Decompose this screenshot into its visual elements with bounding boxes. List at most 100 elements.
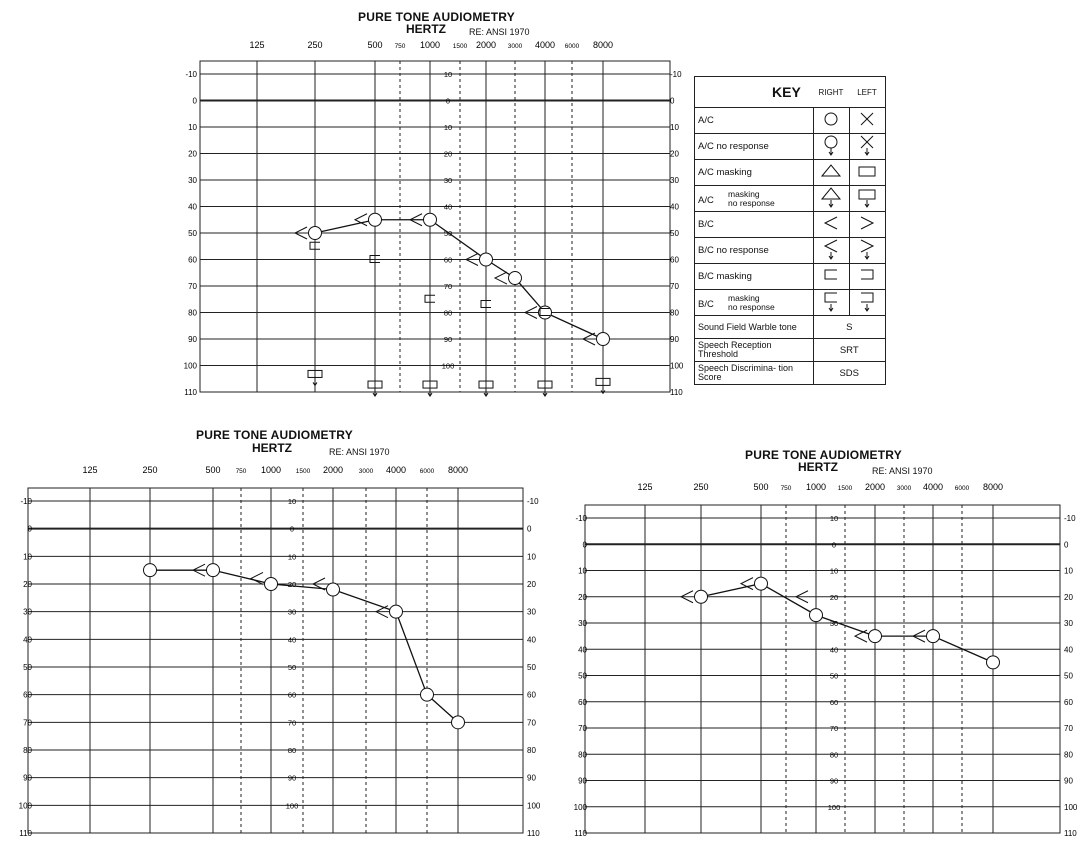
less-than-marker <box>293 226 308 240</box>
circle-icon <box>824 112 838 126</box>
db-tick-label-right: -10 <box>527 497 539 506</box>
data-point-less-than <box>493 271 508 285</box>
data-point-less-than <box>353 213 368 227</box>
circle-marker <box>206 563 220 578</box>
circle-marker <box>308 226 322 240</box>
freq-tick-label: 4000 <box>386 465 406 475</box>
db-tick-label-left: 90 <box>578 777 587 786</box>
freq-tick-label: 250 <box>307 40 322 50</box>
triangle-arrow-icon <box>820 187 842 208</box>
arrow-head <box>828 203 834 208</box>
square-icon <box>848 159 885 186</box>
freq-tick-label: 750 <box>236 468 247 475</box>
data-point-circle <box>694 589 708 604</box>
freq-tick-label: 6000 <box>420 468 435 475</box>
db-tick-label-left: 30 <box>23 608 32 617</box>
less-than-marker <box>249 572 264 585</box>
db-tick-label-right: 40 <box>1064 645 1073 654</box>
data-point-less-than <box>374 605 389 619</box>
data-point-circle <box>206 563 220 578</box>
db-tick-label-left: -10 <box>575 514 587 523</box>
series-circle <box>694 576 1000 670</box>
circle-marker <box>423 212 437 227</box>
center-tick-label: 50 <box>288 663 296 672</box>
greater-than-icon <box>861 216 875 230</box>
db-tick-label-left: 80 <box>578 750 587 759</box>
freq-tick-label: 8000 <box>983 482 1003 492</box>
db-tick-label-right: 90 <box>527 774 536 783</box>
chart-title: PURE TONE AUDIOMETRY <box>358 10 515 24</box>
freq-tick-label: 1500 <box>453 43 468 50</box>
x-arrow-icon <box>848 133 885 160</box>
db-tick-label-left: 20 <box>23 580 32 589</box>
center-tick-label: 60 <box>288 691 296 700</box>
data-point-circle <box>143 563 157 578</box>
less-than-marker <box>853 629 868 643</box>
freq-tick-label: 250 <box>693 482 708 492</box>
less-than-marker <box>911 629 926 643</box>
db-tick-label-right: 70 <box>527 718 536 727</box>
freq-tick-label: 2000 <box>476 40 496 50</box>
key-label: A/C <box>698 194 714 206</box>
square-marker <box>307 369 323 378</box>
db-tick-label-left: 100 <box>574 803 588 812</box>
left-bracket-icon <box>812 263 849 290</box>
db-tick-label-right: 70 <box>670 282 679 291</box>
x-arrow-icon <box>860 135 874 156</box>
right-bracket-marker <box>861 269 874 280</box>
arrow-head <box>372 392 378 397</box>
freq-tick-label: 4000 <box>535 40 555 50</box>
data-point-left-bracket <box>480 300 491 309</box>
greater-than-icon <box>848 211 885 238</box>
data-point-less-than <box>581 332 596 346</box>
circle-marker <box>143 563 157 578</box>
chart-subtitle: HERTZ <box>252 441 292 455</box>
center-tick-label: 50 <box>444 229 452 238</box>
audiogram-top: PURE TONE AUDIOMETRY HERTZ RE: ANSI 1970… <box>170 6 690 401</box>
center-tick-label: 100 <box>828 803 841 812</box>
db-tick-label-left: 60 <box>578 698 587 707</box>
data-point-less-than <box>408 213 423 227</box>
chart-reference: RE: ANSI 1970 <box>329 447 390 457</box>
chart-subtitle: HERTZ <box>406 22 446 36</box>
key-label: Speech Reception Threshold <box>695 338 813 362</box>
less-than-marker <box>408 213 423 227</box>
key-label-line3: no response <box>728 197 775 208</box>
key-title: KEY <box>772 84 801 100</box>
center-tick-label: 10 <box>444 123 452 132</box>
key-label-line2: masking <box>728 292 760 303</box>
greater-than-arrow-icon <box>861 239 875 260</box>
audiogram-plot: 125 250 500 750 1000 1500 2000 3000 4000 6000 8000… <box>184 40 684 397</box>
db-tick-label-left: 70 <box>23 718 32 727</box>
center-tick-label: 90 <box>444 335 452 344</box>
key-row: A/C <box>695 107 885 134</box>
less-than-marker <box>311 577 326 591</box>
less-than-marker <box>823 239 838 253</box>
circle-marker <box>868 629 882 644</box>
key-left-header: LEFT <box>857 87 877 97</box>
key-label: A/C <box>695 107 813 134</box>
less-than-arrow-icon <box>812 237 849 264</box>
freq-tick-label: 1000 <box>420 40 440 50</box>
circle-marker <box>326 582 340 597</box>
center-tick-label: 10 <box>830 567 838 576</box>
data-point-square-arrow <box>422 380 438 397</box>
db-tick-label-left: -10 <box>185 70 197 79</box>
series-less-than <box>679 577 926 643</box>
data-point-left-bracket <box>539 308 550 316</box>
less-than-icon <box>812 211 849 238</box>
center-tick-label: 90 <box>830 777 838 786</box>
series-less-than <box>293 213 596 346</box>
db-tick-label-left: 50 <box>23 663 32 672</box>
db-tick-label-right: 0 <box>1064 540 1069 549</box>
freq-tick-label: 125 <box>249 40 264 50</box>
center-tick-label: 100 <box>286 801 299 810</box>
data-point-less-than <box>794 590 809 604</box>
db-tick-label-left: 0 <box>583 540 588 549</box>
less-than-marker <box>823 216 838 230</box>
key-row: B/C masking no response <box>695 289 885 316</box>
data-point-square-arrow <box>537 380 553 397</box>
audiogram-bottom-left: PURE TONE AUDIOMETRY HERTZ RE: ANSI 1970… <box>0 428 545 845</box>
data-point-less-than <box>191 563 206 577</box>
key-label: B/C no response <box>695 237 813 264</box>
